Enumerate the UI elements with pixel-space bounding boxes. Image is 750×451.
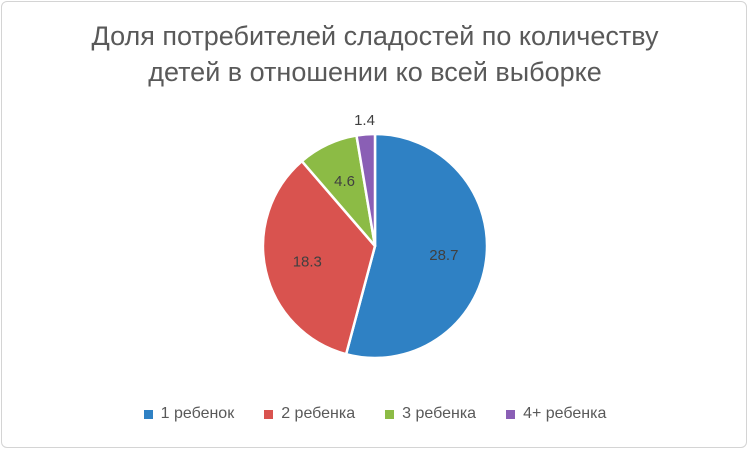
legend-item-3: 3 ребенка [385,405,476,423]
pie-slice-1-child [344,132,489,360]
data-label-2-children: 18.3 [293,254,322,271]
pie-slice-2-children [261,159,377,356]
legend-label-3: 3 ребенка [402,405,477,422]
chart-title-line-1: Доля потребителей сладостей по количеств… [91,21,659,51]
legend-swatch-3 [385,409,395,419]
data-label-1-child: 28.7 [429,247,458,264]
legend-label-4: 4+ ребенка [523,405,607,422]
legend-swatch-1 [143,409,153,419]
legend-label-1: 1 ребенок [160,405,235,422]
legend-label-2: 2 ребенка [281,405,356,422]
legend-swatch-2 [264,409,274,419]
chart-title-line-2: детей в отношении ко всей выборке [148,57,602,87]
legend-item-2: 2 ребенка [264,405,355,423]
legend: 1 ребенок 2 ребенка 3 ребенка 4+ ребенка [0,405,750,423]
data-label-4plus-children: 1.4 [354,112,375,129]
legend-item-1: 1 ребенок [143,405,235,423]
legend-swatch-4 [506,409,516,419]
legend-item-4: 4+ ребенка [506,405,606,423]
chart-title: Доля потребителей сладостей по количеств… [0,18,750,90]
pie-slice-4plus-children [355,132,377,248]
data-label-3-children: 4.6 [334,173,355,190]
